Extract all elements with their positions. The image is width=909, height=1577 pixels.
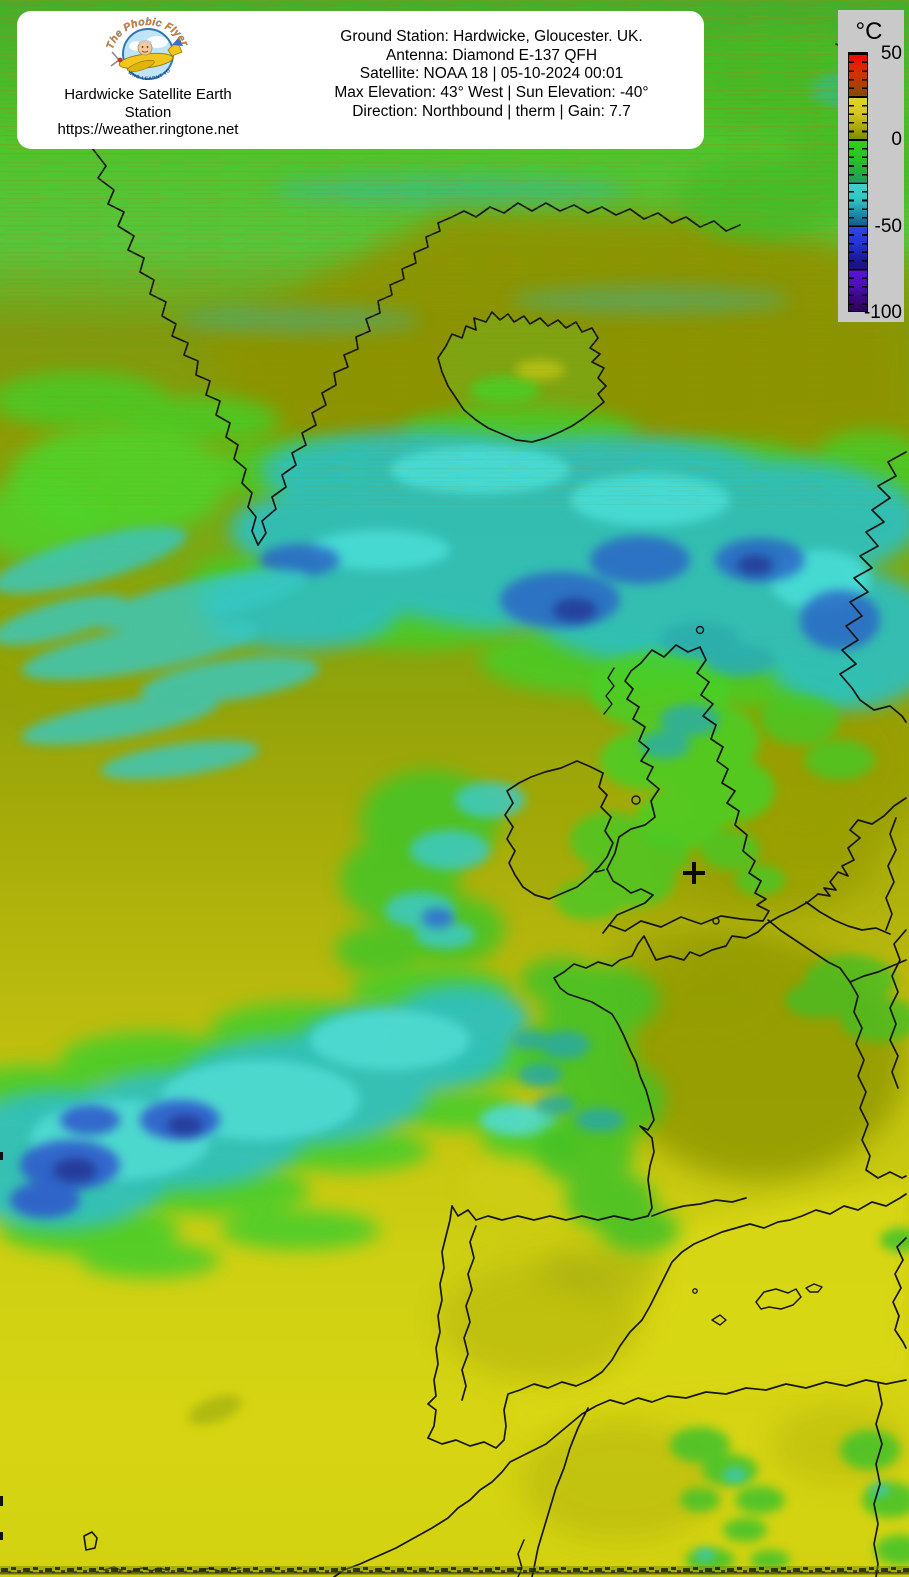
netherlands-germany-border xyxy=(885,817,897,931)
africa-north-coastline xyxy=(333,1379,907,1577)
spain-north-coastline xyxy=(451,1205,649,1221)
antenna-line: Antenna: Diamond E-137 QFH xyxy=(385,46,598,64)
portugal-spain-border xyxy=(461,1225,477,1401)
station-url: https://weather.ringtone.net xyxy=(57,121,239,138)
propeller-hub xyxy=(117,57,123,63)
ground-station-line: Ground Station: Hardwicke, Gloucester. U… xyxy=(340,28,643,45)
portugal-west-coastline xyxy=(427,1205,453,1439)
scale-label-0: 0 xyxy=(891,129,902,150)
britain-coastline xyxy=(602,644,770,934)
scale-ticks-right xyxy=(862,53,867,311)
small-med-island xyxy=(692,1288,698,1294)
isle-of-wight xyxy=(712,917,720,925)
isle-of-man xyxy=(631,795,641,805)
algeria-tunisia-border xyxy=(873,1383,883,1577)
france-germany-italy-border xyxy=(849,981,907,1179)
temperature-scale-panel: °C 50 0 -50 -100 xyxy=(838,10,904,323)
ireland-landmass xyxy=(505,761,613,899)
scale-label-50: 50 xyxy=(880,43,902,64)
iberia-south-east-coastline xyxy=(427,1193,907,1449)
orkney-island xyxy=(695,625,705,635)
scale-label-minus50: -50 xyxy=(874,216,902,237)
sync-noise-band xyxy=(0,1566,909,1577)
scale-unit-label: °C xyxy=(855,18,883,45)
mallorca-coastline xyxy=(755,1288,802,1310)
pyrenees-border xyxy=(651,1197,747,1217)
menorca-coastline xyxy=(805,1283,823,1293)
satellite-line: Satellite: NOAA 18 | 05-10-2024 00:01 xyxy=(359,65,624,83)
corsica-sardinia-coastline xyxy=(892,1237,907,1349)
header-card: The Phobic Flyer WHO LEARNT TO FLY Hardw… xyxy=(17,11,704,149)
continental-coastline xyxy=(553,797,907,1217)
aran-island xyxy=(595,869,605,873)
plane-tail-fin xyxy=(172,37,183,46)
madeira-island xyxy=(83,1531,98,1551)
phobic-flyer-logo: The Phobic Flyer WHO LEARNT TO FLY xyxy=(96,14,191,82)
belgium-germany-border xyxy=(849,959,907,983)
station-identity: The Phobic Flyer WHO LEARNT TO FLY Hardw… xyxy=(17,11,279,149)
scale-ticks-left xyxy=(849,53,854,311)
elevation-line: Max Elevation: 43° West | Sun Elevation:… xyxy=(334,84,649,102)
station-name-line2: Station xyxy=(124,103,172,121)
france-belgium-border xyxy=(767,919,851,983)
station-name-line1: Hardwicke Satellite Earth xyxy=(64,86,232,103)
plane-wing xyxy=(127,59,155,73)
scale-label-minus100: -100 xyxy=(863,302,902,323)
pass-info-block: Ground Station: Hardwicke, Gloucester. U… xyxy=(279,11,704,149)
ibiza-coastline xyxy=(711,1314,727,1326)
ground-station-marker xyxy=(683,862,705,884)
temperature-gradient-bar xyxy=(848,52,868,312)
hebrides-coastline xyxy=(603,667,615,715)
direction-line: Direction: Northbound | therm | Gain: 7.… xyxy=(352,102,631,120)
morocco-algeria-border xyxy=(531,1407,589,1577)
switzerland-italy-border xyxy=(889,929,907,1089)
netherlands-belgium-border xyxy=(805,901,891,935)
ireland-coastline xyxy=(504,760,614,900)
